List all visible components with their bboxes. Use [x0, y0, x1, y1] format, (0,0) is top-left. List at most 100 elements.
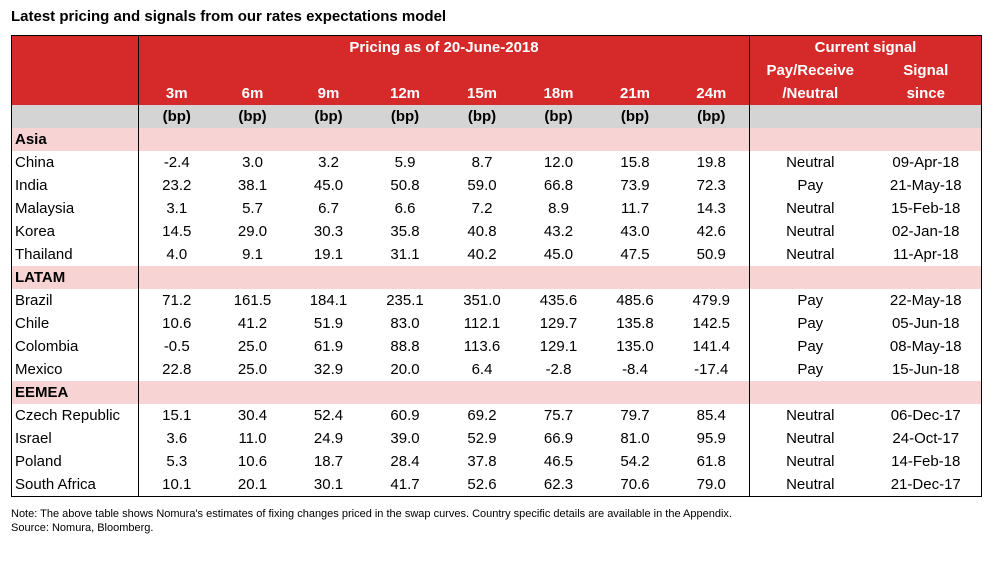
- table-row: Chile 10.6 41.2 51.9 83.0 112.1 129.7 135.8 142.…: [12, 312, 982, 335]
- value-cell: 10.6: [237, 453, 268, 470]
- value-cell: 30.1: [313, 476, 344, 493]
- tenor-header: 21m: [596, 82, 674, 105]
- value-cell: 14.3: [696, 200, 726, 217]
- tenor-header: 9m: [290, 82, 367, 105]
- signal-cell: Neutral: [749, 243, 871, 266]
- value-cell: 3.0: [242, 154, 263, 171]
- since-cell: 06-Dec-17: [890, 407, 961, 424]
- country-cell: Brazil: [15, 292, 53, 309]
- table-row: Poland 5.3 10.6 18.7 28.4 37.8 46.5 54.2 61.8 Neu…: [12, 450, 982, 473]
- value-cell: 32.9: [313, 361, 344, 378]
- value-cell: 135.0: [616, 338, 654, 355]
- tenor-row: 3m 6m 9m 12m 15m 18m 21m 24m/Neutral since: [11, 82, 982, 105]
- value-cell: 23.2: [138, 174, 215, 197]
- unit-label: (bp): [366, 105, 444, 128]
- value-cell: 45.0: [543, 246, 574, 263]
- value-cell: 50.9: [696, 246, 726, 263]
- table-title: Latest pricing and signals from our rate…: [11, 8, 447, 25]
- value-cell: 52.6: [467, 476, 497, 493]
- tenor-header: 3m: [138, 82, 215, 105]
- unit-label: (bp): [443, 105, 521, 128]
- section-label: LATAM: [11, 266, 139, 289]
- value-cell: 25.0: [237, 361, 268, 378]
- value-cell: 3.6: [138, 427, 215, 450]
- since-cell: 09-Apr-18: [892, 154, 960, 171]
- value-cell: 22.8: [138, 358, 215, 381]
- value-cell: 37.8: [467, 453, 497, 470]
- table-row: Korea 14.5 29.0 30.3 35.8 40.8 43.2 43.0 42.6 Neu…: [12, 220, 982, 243]
- tenor-header: 6m: [214, 82, 291, 105]
- since-cell: 21-May-18: [889, 177, 962, 194]
- header-blank: [11, 35, 139, 59]
- pricing-header: Pricing as of 20-June-2018: [138, 35, 750, 59]
- value-cell: 8.9: [548, 200, 569, 217]
- signal-cell: Neutral: [749, 197, 871, 220]
- country-cell: Israel: [15, 430, 52, 447]
- value-cell: 11.0: [238, 430, 267, 447]
- value-cell: 83.0: [390, 315, 420, 332]
- table-row: Israel 3.6 11.0 24.9 39.0 52.9 66.9 81.0 95.9 Neu…: [12, 427, 982, 450]
- unit-label: (bp): [290, 105, 367, 128]
- tenor-header: 12m: [366, 82, 444, 105]
- since-cell: 21-Dec-17: [890, 476, 961, 493]
- value-cell: 40.8: [467, 223, 497, 240]
- value-cell: 95.9: [696, 430, 726, 447]
- value-cell: 81.0: [620, 430, 650, 447]
- value-cell: 75.7: [543, 407, 574, 424]
- value-cell: 61.8: [696, 453, 726, 470]
- value-cell: 69.2: [467, 407, 497, 424]
- value-cell: 46.5: [543, 453, 574, 470]
- value-cell: -2.8: [545, 361, 572, 378]
- table-row: China -2.4 3.0 3.2 5.9 8.7 12.0 15.8 19.8 Neutral…: [12, 151, 982, 174]
- section-row: Asia: [11, 128, 982, 151]
- value-cell: 60.9: [390, 407, 420, 424]
- value-cell: 485.6: [616, 292, 654, 309]
- value-cell: 19.1: [313, 246, 344, 263]
- value-cell: 62.3: [543, 476, 574, 493]
- signal-cell: Neutral: [749, 404, 871, 427]
- country-cell: Chile: [15, 315, 50, 332]
- value-cell: 31.1: [390, 246, 420, 263]
- value-cell: 112.1: [463, 315, 501, 332]
- note-text: Note: The above table shows Nomura's est…: [11, 508, 732, 520]
- value-cell: 10.1: [138, 473, 215, 497]
- table-row: Brazil 71.2 161.5 184.1 235.1 351.0 435.6 485.6…: [12, 289, 982, 312]
- country-cell: Colombia: [15, 338, 79, 355]
- value-cell: 72.3: [696, 177, 726, 194]
- tenor-header: 18m: [520, 82, 597, 105]
- value-cell: 20.1: [237, 476, 268, 493]
- country-cell: Poland: [15, 453, 62, 470]
- value-cell: 5.3: [138, 450, 215, 473]
- value-cell: 71.2: [138, 289, 215, 312]
- value-cell: 41.7: [390, 476, 420, 493]
- value-cell: 129.1: [539, 338, 578, 355]
- signal-cell: Pay: [749, 174, 871, 197]
- value-cell: 73.9: [620, 177, 650, 194]
- value-cell: 7.2: [471, 200, 493, 217]
- header-row-2: Pay/Receive Signal: [11, 59, 982, 82]
- value-cell: 11.7: [620, 200, 650, 217]
- value-cell: 6.7: [318, 200, 339, 217]
- since-cell: 11-Apr-18: [892, 246, 959, 263]
- value-cell: 3.2: [318, 154, 339, 171]
- signal-cell: Pay: [749, 312, 871, 335]
- value-cell: 59.0: [467, 177, 497, 194]
- table-row: Mexico 22.8 25.0 32.9 20.0 6.4 -2.8 -8.4 -17.4 Pa…: [12, 358, 982, 381]
- value-cell: 25.0: [237, 338, 268, 355]
- value-cell: 50.8: [390, 177, 420, 194]
- value-cell: 6.4: [471, 361, 493, 378]
- table-row: Malaysia 3.1 5.7 6.7 6.6 7.2 8.9 11.7 14.3 Neutra…: [12, 197, 982, 220]
- value-cell: -0.5: [138, 335, 215, 358]
- value-cell: 61.9: [313, 338, 344, 355]
- value-cell: 41.2: [237, 315, 268, 332]
- since-cell: 15-Jun-18: [891, 361, 960, 378]
- signal-cell: Neutral: [749, 473, 871, 497]
- value-cell: 39.0: [390, 430, 420, 447]
- since-label: since: [870, 82, 982, 105]
- country-cell: Korea: [15, 223, 56, 240]
- country-cell: Thailand: [15, 246, 73, 263]
- value-cell: 19.8: [696, 154, 726, 171]
- tenor-header: 24m: [673, 82, 750, 105]
- value-cell: 3.1: [138, 197, 215, 220]
- value-cell: 8.7: [471, 154, 493, 171]
